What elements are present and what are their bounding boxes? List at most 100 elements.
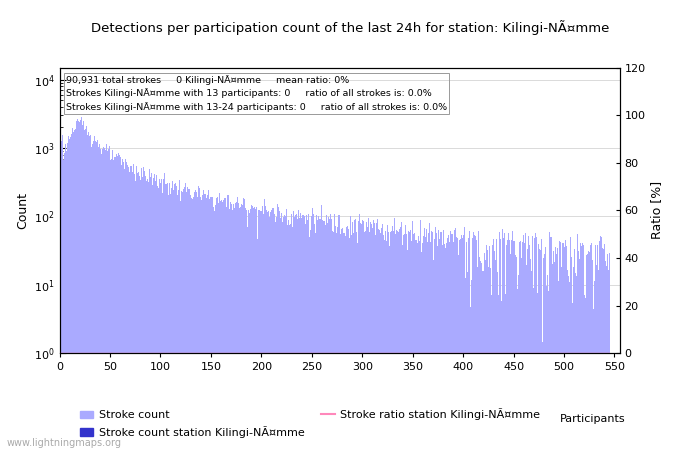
Bar bbox=[179, 180, 180, 450]
Bar bbox=[501, 302, 502, 450]
Bar bbox=[367, 227, 368, 450]
Bar bbox=[568, 283, 570, 450]
Bar bbox=[595, 245, 596, 450]
Bar bbox=[174, 184, 175, 450]
Bar bbox=[144, 171, 145, 450]
Bar bbox=[342, 233, 344, 450]
Bar bbox=[486, 250, 488, 450]
Bar bbox=[90, 135, 91, 450]
Bar bbox=[397, 231, 398, 450]
Bar bbox=[139, 176, 140, 450]
Bar bbox=[99, 144, 100, 450]
Bar bbox=[194, 192, 195, 450]
Bar bbox=[155, 181, 156, 450]
Bar bbox=[140, 180, 141, 450]
Bar bbox=[211, 197, 212, 450]
Text: www.lightningmaps.org: www.lightningmaps.org bbox=[7, 438, 122, 448]
Bar bbox=[475, 236, 476, 450]
Bar bbox=[518, 275, 519, 450]
Bar bbox=[146, 181, 147, 450]
Bar bbox=[407, 250, 408, 450]
Bar bbox=[445, 248, 447, 450]
Bar bbox=[245, 208, 246, 450]
Bar bbox=[524, 243, 525, 450]
Bar bbox=[182, 192, 183, 450]
Bar bbox=[593, 310, 594, 450]
Bar bbox=[458, 240, 460, 450]
Bar bbox=[410, 230, 411, 450]
Bar bbox=[554, 262, 555, 450]
Bar bbox=[212, 197, 214, 450]
Bar bbox=[550, 237, 552, 450]
Bar bbox=[102, 149, 104, 450]
Bar bbox=[171, 188, 172, 450]
Bar bbox=[60, 153, 61, 450]
Stroke ratio station Kilingi-NÃ¤mme bbox=[573, 351, 581, 356]
Bar bbox=[104, 148, 106, 450]
Bar bbox=[236, 202, 237, 450]
Bar bbox=[132, 172, 133, 450]
Bar bbox=[573, 249, 575, 450]
Bar bbox=[476, 240, 477, 450]
Bar bbox=[502, 229, 503, 450]
Bar bbox=[268, 211, 269, 450]
Bar bbox=[596, 265, 597, 450]
Bar bbox=[244, 198, 245, 450]
Bar bbox=[386, 241, 387, 450]
Bar bbox=[84, 130, 85, 450]
Bar bbox=[63, 160, 64, 450]
Bar bbox=[512, 231, 513, 450]
Bar bbox=[391, 231, 392, 450]
Bar bbox=[168, 195, 169, 450]
Bar bbox=[88, 132, 90, 450]
Bar bbox=[416, 240, 417, 450]
Bar bbox=[158, 188, 159, 450]
Bar bbox=[384, 240, 385, 450]
Bar bbox=[326, 215, 328, 450]
Bar bbox=[379, 230, 380, 450]
Bar bbox=[470, 280, 472, 450]
Bar bbox=[321, 205, 322, 450]
Bar bbox=[380, 233, 381, 450]
Bar bbox=[220, 201, 221, 450]
Stroke ratio station Kilingi-NÃ¤mme bbox=[297, 351, 305, 356]
Bar bbox=[261, 211, 262, 450]
Bar bbox=[586, 255, 587, 450]
Bar bbox=[412, 221, 413, 450]
Bar bbox=[131, 166, 132, 450]
Bar bbox=[424, 229, 426, 450]
Bar bbox=[70, 137, 71, 450]
Bar bbox=[257, 239, 258, 450]
Bar bbox=[358, 214, 360, 450]
Bar bbox=[273, 208, 274, 450]
Bar bbox=[608, 270, 609, 450]
Bar bbox=[400, 227, 401, 450]
Bar bbox=[499, 232, 500, 450]
Bar bbox=[207, 194, 209, 450]
Bar bbox=[533, 288, 534, 450]
Bar bbox=[296, 214, 297, 450]
Bar bbox=[107, 151, 108, 450]
Bar bbox=[202, 195, 203, 450]
Bar bbox=[167, 183, 168, 450]
Bar bbox=[493, 239, 494, 450]
Bar bbox=[258, 210, 259, 450]
Bar bbox=[243, 198, 244, 450]
Bar bbox=[120, 165, 122, 450]
Bar bbox=[134, 181, 136, 450]
Bar bbox=[175, 183, 176, 450]
Bar bbox=[401, 222, 402, 450]
Bar bbox=[456, 238, 458, 450]
Bar bbox=[428, 233, 429, 450]
Bar bbox=[575, 276, 577, 450]
Bar bbox=[511, 239, 512, 450]
Bar bbox=[130, 166, 131, 450]
Bar bbox=[473, 232, 474, 450]
Bar bbox=[225, 198, 227, 450]
Bar bbox=[406, 234, 407, 450]
Bar bbox=[504, 233, 505, 450]
Bar bbox=[190, 195, 191, 450]
Bar bbox=[209, 199, 210, 450]
Bar bbox=[468, 238, 469, 450]
Bar bbox=[480, 261, 481, 450]
